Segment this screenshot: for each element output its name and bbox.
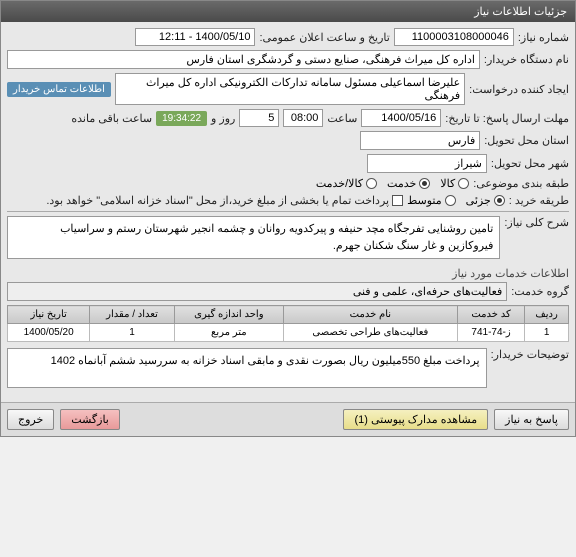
days-label: روز و	[211, 112, 235, 125]
radio-motavaset[interactable]: متوسط	[407, 194, 456, 207]
contact-badge[interactable]: اطلاعات تماس خریدار	[7, 82, 111, 97]
pub-field: 1400/05/10 - 12:11	[135, 28, 255, 46]
kind-radios: جزئی متوسط	[407, 194, 505, 207]
countdown-badge: 19:34:22	[156, 111, 207, 126]
days-field: 5	[239, 109, 279, 127]
buyer-desc-label: توضیحات خریدار:	[491, 348, 569, 361]
deadline-time: 08:00	[283, 109, 323, 127]
radio-kalakhad[interactable]: کالا/خدمت	[316, 177, 377, 190]
th-3: واحد اندازه گیری	[174, 306, 283, 324]
th-5: تاریخ نیاز	[8, 306, 90, 324]
th-0: ردیف	[525, 306, 569, 324]
window-title: جزئیات اطلاعات نیاز	[474, 6, 567, 18]
remain-label: ساعت باقی مانده	[71, 112, 152, 125]
group-label: گروه خدمت:	[511, 285, 569, 298]
group-field: فعالیت‌های حرفه‌ای، علمی و فنی	[7, 282, 507, 301]
sharh-box: تامین روشنایی تفرجگاه مچد حنیفه و پیرکدو…	[7, 216, 500, 259]
creator-label: ایجاد کننده درخواست:	[469, 83, 569, 96]
attachments-button[interactable]: مشاهده مدارک پیوستی (1)	[343, 409, 488, 430]
city-label: شهر محل تحویل:	[491, 157, 569, 170]
province-field: فارس	[360, 131, 480, 150]
th-1: کد خدمت	[457, 306, 524, 324]
back-button[interactable]: بازگشت	[60, 409, 120, 430]
pub-label: تاریخ و ساعت اعلان عمومی:	[259, 31, 389, 44]
info-section-label: اطلاعات خدمات مورد نیاز	[7, 267, 569, 280]
table-row[interactable]: 1 ز-74-741 فعالیت‌های طراحی تخصصی متر مر…	[8, 324, 569, 342]
buyer-label: نام دستگاه خریدار:	[484, 53, 569, 66]
creator-field: علیرضا اسماعیلی مسئول سامانه تدارکات الک…	[115, 73, 465, 105]
sharh-label: شرح کلی نیاز:	[504, 216, 569, 229]
window-titlebar: جزئیات اطلاعات نیاز	[1, 1, 575, 22]
buyer-desc-box: پرداخت مبلغ 550میلیون ریال بصورت نقدی و …	[7, 348, 487, 388]
niaz-no-label: شماره نیاز:	[518, 31, 569, 44]
subject-label: طبقه بندی موضوعی:	[473, 177, 569, 190]
th-4: تعداد / مقدار	[90, 306, 175, 324]
time-label-1: ساعت	[327, 112, 357, 125]
services-table: ردیف کد خدمت نام خدمت واحد اندازه گیری ت…	[7, 305, 569, 342]
radio-kala[interactable]: کالا	[440, 177, 469, 190]
radio-khadmat[interactable]: خدمت	[387, 177, 430, 190]
radio-jozi[interactable]: جزئی	[466, 194, 505, 207]
deadline-label: مهلت ارسال پاسخ: تا تاریخ:	[445, 112, 569, 125]
buyer-field: اداره کل میراث فرهنگی، صنایع دستی و گردش…	[7, 50, 480, 69]
subject-radios: کالا خدمت کالا/خدمت	[316, 177, 469, 190]
deadline-date: 1400/05/16	[361, 109, 441, 127]
kind-label: طریقه خرید :	[509, 194, 569, 207]
city-field: شیراز	[367, 154, 487, 173]
pay-checkbox[interactable]: پرداخت تمام یا بخشی از مبلغ خرید،از محل …	[46, 194, 403, 207]
reply-button[interactable]: پاسخ به نیاز	[494, 409, 569, 430]
niaz-no-field: 1100003108000046	[394, 28, 514, 46]
th-2: نام خدمت	[283, 306, 457, 324]
exit-button[interactable]: خروج	[7, 409, 54, 430]
province-label: استان محل تحویل:	[484, 134, 569, 147]
